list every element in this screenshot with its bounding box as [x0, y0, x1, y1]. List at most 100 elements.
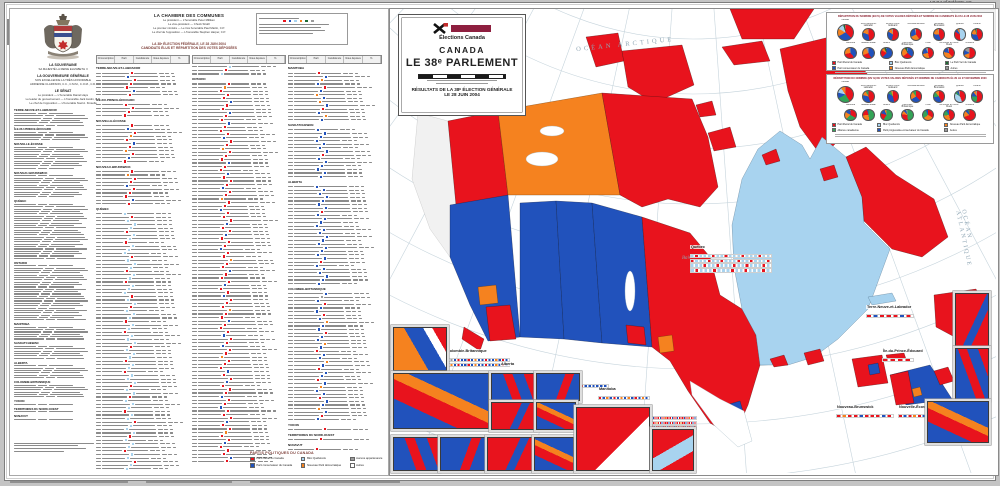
party-chip [228, 427, 231, 431]
party-chip [222, 176, 225, 179]
candidate-row [96, 212, 190, 216]
party-chip [130, 413, 133, 417]
party-chip [131, 153, 134, 156]
candidate-row [192, 312, 286, 316]
inset-edmonton [536, 373, 580, 401]
senate-row [14, 189, 110, 191]
candidate-row [192, 233, 286, 237]
party-chip [325, 321, 328, 324]
candidate-row [96, 464, 190, 468]
senate-row [14, 290, 110, 293]
party-chip [225, 341, 228, 344]
candidate-row [96, 341, 190, 345]
candidate-row [96, 442, 190, 446]
party-chip [316, 299, 319, 302]
commons-line1: Le président — L'honorable Peter Millike… [163, 18, 215, 22]
candidate-row [96, 114, 190, 118]
senate-title: LE SÉNAT [54, 89, 72, 93]
senate-row [14, 376, 110, 379]
candidate-row [96, 173, 190, 177]
candidate-row [96, 305, 190, 309]
party-chip [227, 161, 230, 165]
pie-region-name: Alberta [883, 103, 891, 106]
party-chip [128, 316, 131, 320]
party-chip [123, 252, 126, 255]
party-chip [127, 248, 130, 251]
party-chip [133, 131, 136, 134]
party-chip [227, 280, 230, 283]
senate-row [14, 227, 110, 229]
pie-cell: Ontario [970, 23, 984, 41]
senate-row [14, 241, 110, 243]
pie-legend-item: Bloc Québécois [888, 60, 941, 65]
pie-cell: Nouvelle-Écosse [907, 23, 925, 41]
candidate-row [96, 89, 190, 93]
senate-row [14, 245, 110, 248]
candidate-row [288, 217, 382, 221]
inset-victoria [393, 437, 439, 471]
party-chip [130, 72, 133, 75]
seat-strip [690, 258, 772, 263]
senate-row [14, 184, 110, 186]
candidate-row [192, 136, 286, 140]
party-chip [133, 177, 136, 180]
candidate-row [96, 138, 190, 142]
senate-row [14, 319, 110, 321]
candidate-row [192, 86, 286, 90]
party-chip [228, 151, 231, 154]
candidate-row [192, 287, 286, 291]
party-chip [324, 161, 327, 164]
legend-item: Bloc Québécois [300, 456, 345, 462]
candidate-row [192, 373, 286, 377]
pie-cell: Saskatchewan [861, 104, 876, 121]
table-header-cell: Parti [115, 56, 134, 63]
senate-row [14, 250, 110, 252]
candidate-row [192, 355, 286, 359]
party-chip [131, 403, 134, 406]
candidate-row [96, 338, 190, 342]
candidate-row [96, 352, 190, 356]
governor-title: LA GOUVERNEURE GÉNÉRALE [37, 74, 89, 78]
senate-province-header: COLOMBIE-BRITANNIQUE [14, 379, 51, 384]
candidate-row [192, 427, 286, 431]
candidate-row [192, 298, 286, 302]
candidate-row [288, 188, 382, 192]
senate-row [14, 300, 110, 302]
senate-row [14, 234, 110, 236]
senate-row [14, 255, 110, 257]
party-chip [318, 317, 321, 320]
candidate-row [96, 384, 190, 388]
senate-row [14, 131, 110, 134]
party-chip [319, 306, 322, 310]
candidate-row [288, 111, 382, 115]
candidate-row [192, 89, 286, 93]
candidate-row [192, 140, 286, 144]
candidate-row [96, 323, 190, 327]
party-chip [320, 210, 323, 213]
party-chip [323, 132, 326, 135]
candidate-row [288, 342, 382, 346]
party-chip [124, 320, 127, 323]
pie-legend-item: Le Parti Vert du Canada [944, 60, 992, 65]
candidate-row [192, 165, 286, 169]
party-chip [220, 276, 223, 280]
candidate-row [288, 192, 382, 196]
pie-cell: Manitoba [844, 104, 857, 121]
party-chip [223, 86, 226, 89]
party-chip [228, 348, 231, 351]
party-chip [319, 260, 322, 264]
candidate-row [96, 160, 190, 164]
pie-legend-label: Nouveau Parti démocratique [894, 66, 926, 70]
candidate-row [288, 400, 382, 404]
pie-cell: Québec [953, 85, 967, 103]
table-header-cell: Parti [211, 56, 230, 63]
pie-legend-item: Alliance canadienne [831, 127, 874, 133]
party-chip [324, 115, 327, 118]
candidate-row [192, 129, 286, 133]
table-province-header: SASKATCHEWAN [288, 123, 314, 128]
senate-row [14, 352, 110, 355]
candidate-row [96, 266, 190, 270]
party-chip [125, 138, 128, 141]
party-chip [318, 100, 321, 104]
party-chip [220, 72, 223, 76]
